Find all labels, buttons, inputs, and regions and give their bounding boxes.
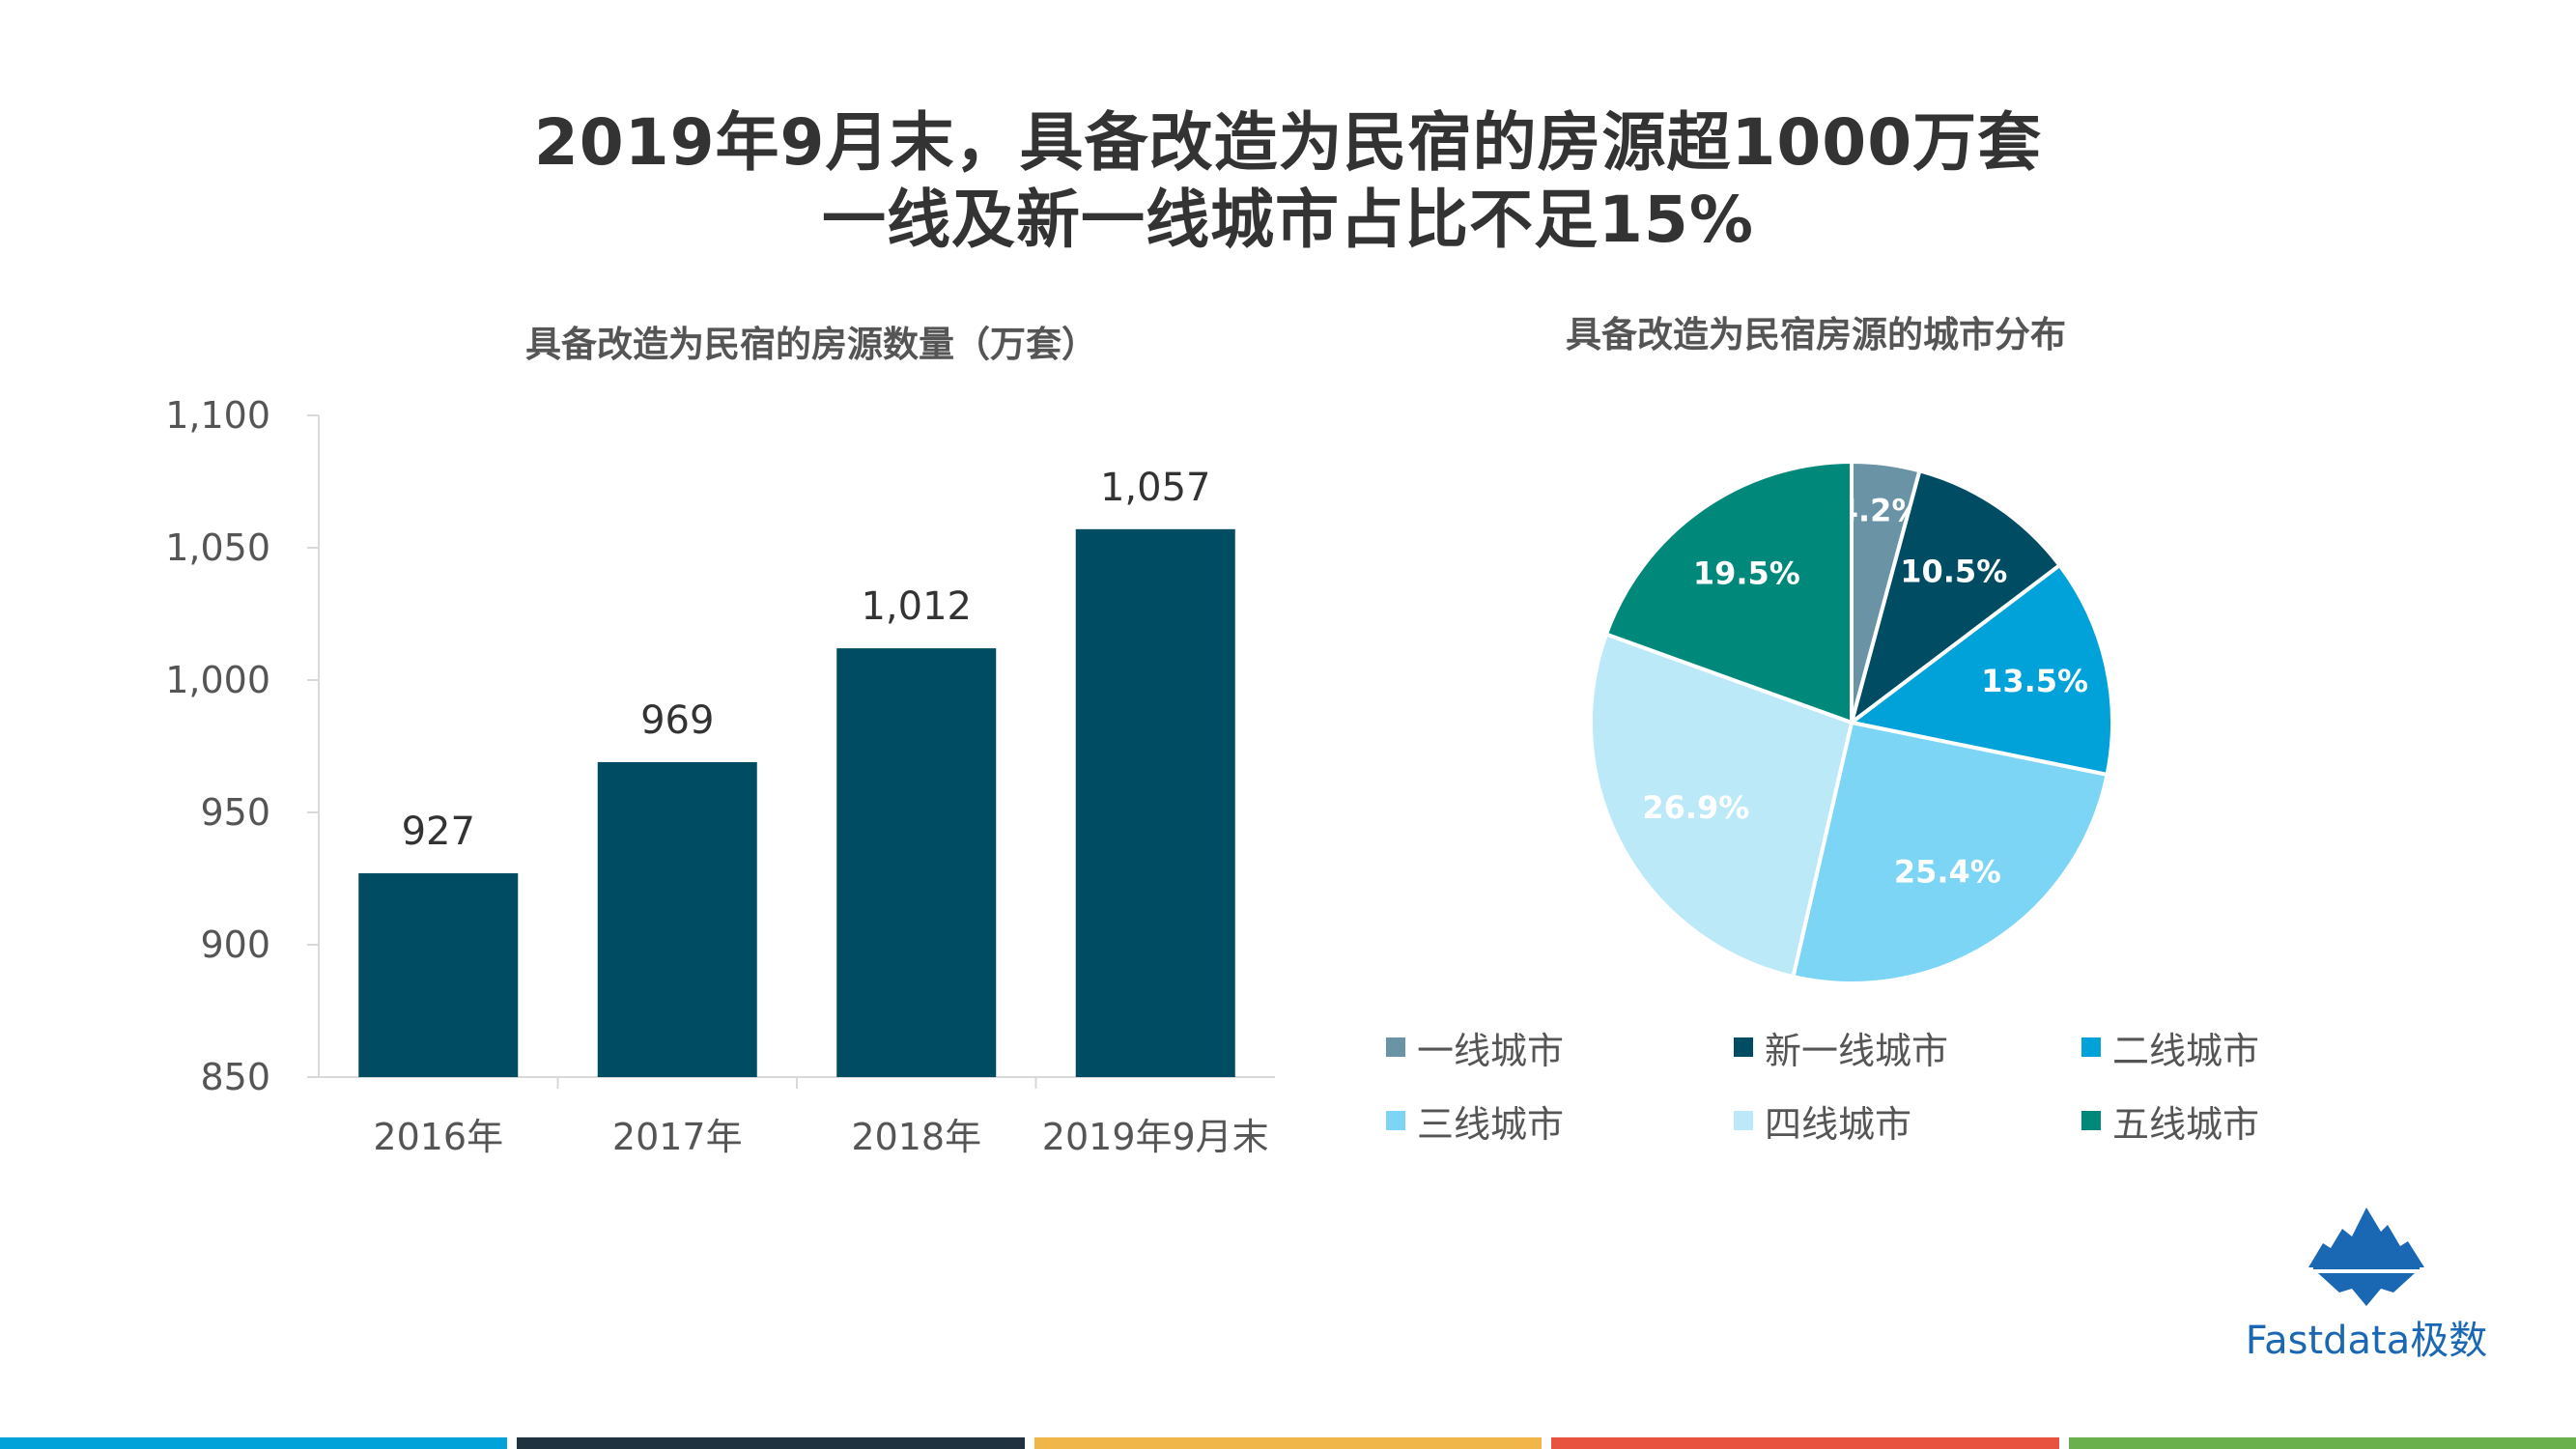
bottom-color-stripes <box>0 1437 2576 1449</box>
bar <box>836 648 997 1077</box>
legend-item: 新一线城市 <box>1734 1024 2081 1072</box>
y-tick-label: 900 <box>200 923 270 966</box>
legend-item: 一线城市 <box>1386 1024 1734 1072</box>
legend-label: 一线城市 <box>1417 1029 1565 1072</box>
bottom-stripe <box>517 1437 1025 1449</box>
bottom-stripe <box>1033 1437 1543 1449</box>
legend-label: 新一线城市 <box>1765 1029 1949 1072</box>
x-category-label: 2019年9月末 <box>1042 1116 1269 1158</box>
main-title-line2: 一线及新一线城市占比不足15% <box>822 183 1754 257</box>
legend-swatch <box>1734 1111 1753 1130</box>
legend-label: 四线城市 <box>1765 1102 1912 1146</box>
legend-swatch <box>2081 1037 2101 1057</box>
pie-slice-label: 26.9% <box>1642 789 1749 826</box>
legend-label: 三线城市 <box>1417 1102 1565 1146</box>
legend-swatch <box>1386 1037 1405 1057</box>
pie-slice-label: 19.5% <box>1693 554 1800 591</box>
bar-chart-title: 具备改造为民宿的房源数量（万套） <box>525 324 1097 365</box>
bar-value-label: 1,012 <box>861 584 972 629</box>
legend-item: 二线城市 <box>2081 1024 2429 1072</box>
legend-item: 三线城市 <box>1386 1097 1734 1146</box>
pie-slice-label: 10.5% <box>1900 553 2007 589</box>
bar <box>1075 528 1235 1077</box>
pie-slice <box>1603 459 1854 725</box>
bottom-stripe <box>0 1437 508 1449</box>
logo-text: Fastdata极数 <box>2245 1319 2488 1363</box>
pie-legend: 一线城市 新一线城市 二线城市三线城市 四线城市 五线城市 <box>1386 1024 2449 1146</box>
legend-swatch <box>2081 1111 2101 1130</box>
legend-swatch <box>1734 1037 1753 1057</box>
y-tick-label: 950 <box>200 791 270 834</box>
y-tick-label: 1,050 <box>165 526 270 569</box>
bottom-stripe <box>1551 1437 2059 1449</box>
bar <box>597 761 757 1077</box>
brand-logo: Fastdata极数 <box>2222 1198 2511 1363</box>
y-tick-label: 850 <box>200 1056 270 1098</box>
bar-value-label: 1,057 <box>1100 466 1211 510</box>
legend-item: 五线城市 <box>2081 1097 2429 1146</box>
pie-slice-label: 25.4% <box>1894 853 2001 890</box>
main-title-line1: 2019年9月末，具备改造为民宿的房源超1000万套 <box>533 105 2043 180</box>
pie-chart-title: 具备改造为民宿房源的城市分布 <box>1566 314 2066 355</box>
y-tick-label: 1,000 <box>165 659 270 701</box>
x-category-label: 2016年 <box>373 1116 503 1158</box>
bar-value-label: 969 <box>640 698 714 743</box>
main-title: 2019年9月末，具备改造为民宿的房源超1000万套 一线及新一线城市占比不足1… <box>0 104 2576 259</box>
bar-chart: 850 900 950 1,000 1,050 1,100 927 2016年 969 2017年… <box>165 394 1275 1158</box>
legend-item: 四线城市 <box>1734 1097 2081 1146</box>
pie-slice <box>1848 468 2063 728</box>
bar <box>358 873 519 1077</box>
legend-label: 二线城市 <box>2112 1029 2260 1072</box>
y-tick-label: 1,100 <box>165 394 270 437</box>
legend-swatch <box>1386 1111 1405 1130</box>
pie-slice <box>1847 562 2114 778</box>
legend-label: 五线城市 <box>2112 1102 2260 1146</box>
x-category-label: 2017年 <box>612 1116 743 1158</box>
x-category-label: 2018年 <box>851 1116 981 1158</box>
pie-chart: 4.2%10.5%13.5%25.4%26.9%19.5% <box>1589 459 2114 985</box>
pie-slice <box>1589 631 1854 980</box>
bottom-stripe <box>2068 1437 2576 1449</box>
pie-slice <box>1791 720 2109 985</box>
iceberg-icon <box>2308 1208 2424 1306</box>
pie-slice-label: 13.5% <box>1981 663 2088 699</box>
bar-value-label: 927 <box>402 810 475 854</box>
